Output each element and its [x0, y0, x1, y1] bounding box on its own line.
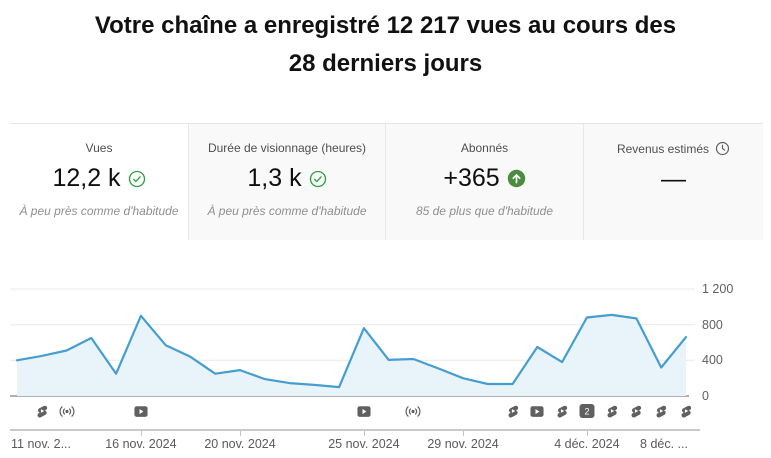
shorts-upload-marker-icon[interactable] — [35, 403, 49, 419]
video-upload-marker-icon[interactable] — [530, 403, 545, 419]
shorts-upload-marker-icon[interactable] — [555, 403, 569, 419]
live-upload-marker-icon[interactable] — [56, 403, 77, 419]
x-axis-label: 4 déc. 2024 — [554, 437, 620, 451]
y-axis-label: 1 200 — [702, 282, 734, 296]
y-axis-label: 800 — [702, 317, 723, 332]
metric-tabs: Vues 12,2 k À peu près comme d'habitude … — [10, 123, 763, 240]
x-axis-label: 29 nov. 2024 — [427, 437, 499, 451]
x-axis-bar — [10, 429, 700, 431]
tab-views[interactable]: Vues 12,2 k À peu près comme d'habitude — [10, 124, 188, 240]
video-upload-marker-icon[interactable] — [133, 403, 148, 419]
x-axis-tick — [240, 431, 241, 436]
shorts-upload-marker-icon[interactable] — [605, 403, 619, 419]
shorts-upload-marker-icon[interactable] — [679, 403, 693, 419]
svg-text:2: 2 — [584, 407, 589, 417]
page-title: Votre chaîne a enregistré 12 217 vues au… — [0, 7, 771, 83]
tab-watch-time-value: 1,3 k — [247, 164, 302, 192]
tab-watch-time-subtitle: À peu près comme d'habitude — [207, 204, 367, 218]
tab-estimated-revenue[interactable]: Revenus estimés — — [583, 124, 763, 240]
clock-icon — [715, 141, 730, 156]
arrow-up-circle-icon — [507, 169, 526, 188]
shorts-upload-marker-icon[interactable] — [654, 403, 668, 419]
x-axis-tick — [463, 431, 464, 436]
x-axis-label: 20 nov. 2024 — [204, 437, 276, 451]
check-circle-icon — [128, 170, 146, 188]
x-axis-label: 8 déc. ... — [640, 437, 688, 451]
tab-subscribers-title: Abonnés — [460, 141, 509, 155]
tab-watch-time-title: Durée de visionnage (heures) — [207, 141, 367, 155]
x-axis-label: 25 nov. 2024 — [328, 437, 400, 451]
check-circle-icon — [309, 170, 327, 188]
tab-views-value: 12,2 k — [52, 164, 121, 192]
shorts-upload-marker-icon[interactable] — [629, 403, 643, 419]
y-axis-label: 0 — [702, 389, 709, 403]
tab-estimated-revenue-value: — — [661, 165, 686, 193]
tab-subscribers-subtitle: 85 de plus que d'habitude — [415, 204, 554, 218]
x-axis-label: 16 nov. 2024 — [105, 437, 177, 451]
tab-subscribers-value: +365 — [443, 164, 500, 192]
live-upload-marker-icon[interactable] — [403, 403, 424, 419]
x-axis-tick — [586, 431, 588, 436]
chart-line — [15, 313, 688, 389]
tab-subscribers[interactable]: Abonnés +365 85 de plus que d'habitude — [385, 124, 583, 240]
x-axis-label: 11 nov. 2... — [11, 437, 71, 451]
tab-estimated-revenue-title: Revenus estimés — [616, 141, 710, 156]
tab-watch-time[interactable]: Durée de visionnage (heures) 1,3 k À peu… — [188, 124, 385, 240]
x-axis-tick — [140, 431, 142, 436]
video-upload-marker-icon[interactable] — [356, 403, 371, 419]
tab-views-subtitle: À peu près comme d'habitude — [19, 204, 179, 218]
shorts-upload-marker-icon[interactable] — [506, 403, 520, 419]
y-axis-label: 400 — [702, 353, 723, 368]
page-title-line2: 28 derniers jours — [288, 50, 483, 77]
tab-views-title: Vues — [85, 141, 113, 155]
multi-upload-badge-marker[interactable]: 2 — [579, 403, 595, 419]
x-axis-tick — [363, 431, 365, 436]
page-title-line1: Votre chaîne a enregistré 12 217 vues au… — [94, 12, 677, 39]
